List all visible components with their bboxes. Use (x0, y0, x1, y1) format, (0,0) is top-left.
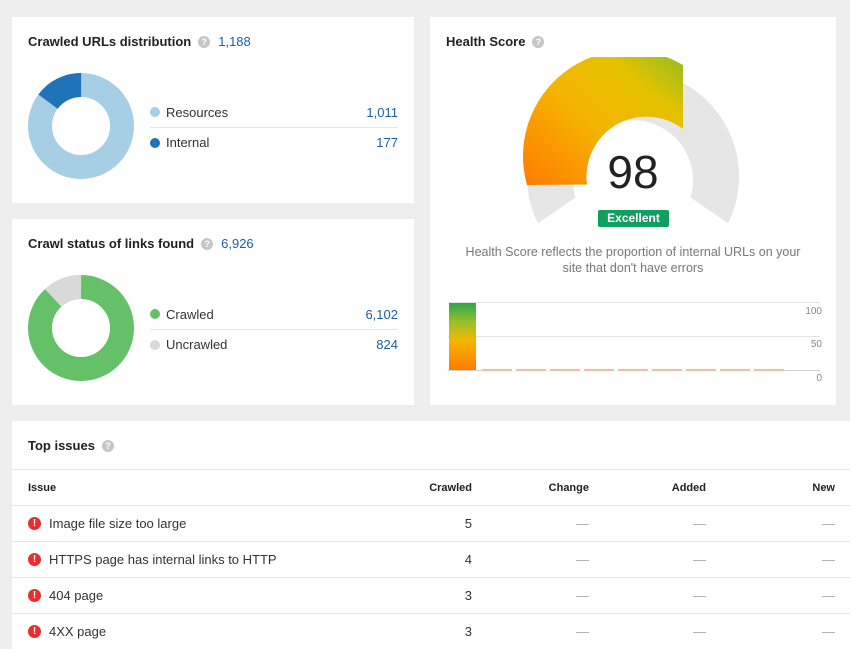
health-score-card: Health Score ? 98 Excellent Health Score… (430, 17, 836, 405)
health-score-value: 98 (607, 146, 659, 198)
top-issues-title: Top issues ? (28, 438, 114, 453)
issue-name[interactable]: 4XX page (49, 624, 107, 639)
legend-label: Internal (166, 135, 210, 150)
crawled-urls-card: Crawled URLs distribution ? 1,188 Resour… (12, 17, 414, 203)
crawled-urls-count[interactable]: 1,188 (218, 34, 251, 49)
history-baseline (482, 369, 784, 371)
legend-value[interactable]: 824 (376, 337, 398, 352)
legend-value[interactable]: 6,102 (365, 306, 398, 322)
crawled-cell[interactable]: 5 (372, 505, 487, 542)
crawl-status-card: Crawl status of links found ? 6,926 Craw… (12, 219, 414, 405)
change-cell: — (487, 613, 604, 649)
history-bar[interactable] (449, 303, 476, 370)
crawl-status-count[interactable]: 6,926 (221, 236, 254, 251)
excellent-badge: Excellent (598, 210, 669, 227)
error-icon: ! (28, 517, 41, 530)
legend-item-resources[interactable]: Resources 1,011 (150, 97, 398, 127)
description-line-1: Health Score reflects the proportion of … (465, 245, 801, 259)
top-issues-card: Top issues ? Issue Crawled Change Added … (12, 421, 850, 649)
help-icon[interactable]: ? (201, 237, 214, 250)
top-issues-title-text: Top issues (28, 438, 95, 453)
issue-name[interactable]: 404 page (49, 588, 104, 603)
crawled-cell[interactable]: 3 (372, 613, 487, 649)
table-header-row: Issue Crawled Change Added New (12, 469, 850, 506)
internal-dot (150, 137, 160, 148)
gauge-fill (523, 57, 683, 185)
error-icon: ! (28, 553, 41, 566)
legend-value[interactable]: 177 (376, 135, 398, 150)
crawled-cell[interactable]: 3 (372, 577, 487, 614)
change-cell: — (487, 505, 604, 542)
crawled-urls-title-text: Crawled URLs distribution (28, 34, 192, 49)
table-row: ! 404 page 3 — — — (12, 577, 850, 614)
column-header-new[interactable]: New (721, 469, 850, 506)
crawl-status-title-text: Crawl status of links found (28, 236, 195, 251)
health-score-gauge (523, 57, 739, 224)
change-cell: — (487, 577, 604, 614)
column-header-issue[interactable]: Issue (12, 469, 372, 506)
table-row: ! HTTPS page has internal links to HTTP 4… (12, 541, 850, 578)
new-cell: — (721, 505, 850, 542)
error-icon: ! (28, 625, 41, 638)
issue-name[interactable]: Image file size too large (49, 516, 187, 531)
crawl-status-legend: Crawled 6,102 Uncrawled 824 (150, 299, 398, 359)
added-cell: — (604, 613, 721, 649)
issue-cell[interactable]: ! Image file size too large (12, 505, 372, 542)
tick-0: 0 (816, 373, 822, 384)
help-icon[interactable]: ? (532, 35, 545, 48)
table-row: ! Image file size too large 5 — — — (12, 505, 850, 542)
added-cell: — (604, 577, 721, 614)
tick-100: 100 (805, 306, 822, 317)
gridline-50 (448, 336, 820, 337)
legend-item-crawled[interactable]: Crawled 6,102 (150, 299, 398, 329)
new-cell: — (721, 613, 850, 649)
table-row: ! 4XX page 3 — — — (12, 613, 850, 649)
donut-segment-crawled (28, 275, 134, 381)
tick-50: 50 (810, 339, 822, 350)
legend-value[interactable]: 1,011 (366, 104, 398, 120)
column-header-change[interactable]: Change (487, 469, 604, 506)
help-icon[interactable]: ? (198, 35, 211, 48)
issue-name[interactable]: HTTPS page has internal links to HTTP (49, 552, 277, 567)
resources-dot (150, 107, 160, 117)
new-cell: — (721, 577, 850, 614)
crawled-cell[interactable]: 4 (372, 541, 487, 578)
legend-item-uncrawled[interactable]: Uncrawled 824 (150, 329, 398, 359)
crawled-urls-donut[interactable] (28, 73, 134, 179)
description-line-2: site that don't have errors (562, 261, 704, 275)
crawled-urls-legend: Resources 1,011 Internal 177 (150, 97, 398, 157)
issue-cell[interactable]: ! HTTPS page has internal links to HTTP (12, 541, 372, 578)
column-header-added[interactable]: Added (604, 469, 721, 506)
health-score-title: Health Score ? (446, 34, 545, 49)
new-cell: — (721, 541, 850, 578)
crawled-urls-title: Crawled URLs distribution ? 1,188 (28, 34, 251, 49)
help-icon[interactable]: ? (101, 439, 114, 452)
health-score-description: Health Score reflects the proportion of … (430, 244, 836, 276)
top-issues-table: Issue Crawled Change Added New ! Image fi… (12, 469, 850, 649)
legend-label: Resources (166, 104, 229, 120)
legend-label: Crawled (166, 306, 214, 322)
health-score-title-text: Health Score (446, 34, 526, 49)
crawled-dot (150, 309, 160, 319)
added-cell: — (604, 505, 721, 542)
column-header-crawled[interactable]: Crawled (372, 469, 487, 506)
crawl-status-title: Crawl status of links found ? 6,926 (28, 236, 254, 251)
gridline-100 (448, 302, 820, 303)
issue-cell[interactable]: ! 4XX page (12, 613, 372, 649)
error-icon: ! (28, 589, 41, 602)
issue-cell[interactable]: ! 404 page (12, 577, 372, 614)
added-cell: — (604, 541, 721, 578)
donut-segment-internal (28, 73, 134, 179)
legend-label: Uncrawled (166, 337, 228, 352)
legend-item-internal[interactable]: Internal 177 (150, 127, 398, 157)
crawl-status-donut[interactable] (28, 275, 134, 381)
uncrawled-dot (150, 339, 160, 350)
change-cell: — (487, 541, 604, 578)
